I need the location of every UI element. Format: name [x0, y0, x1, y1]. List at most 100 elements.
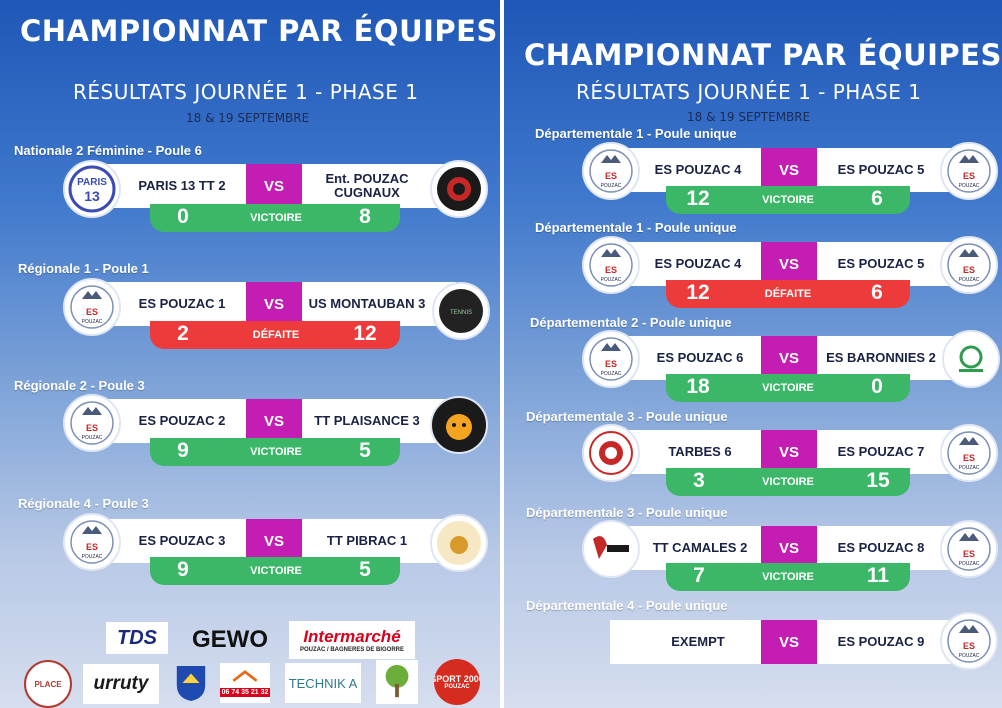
- score-bar: 12 VICTOIRE 6: [666, 186, 910, 214]
- league-label: Départementale 2 - Poule unique: [530, 315, 732, 330]
- svg-text:POUZAC: POUZAC: [959, 277, 980, 283]
- vs-badge: VS: [761, 242, 817, 286]
- pouzac-logo-icon: ES POUZAC: [940, 520, 998, 578]
- result-label: VICTOIRE: [762, 194, 814, 206]
- date-label: 18 & 19 SEPTEMBRE: [186, 111, 310, 125]
- league-label: Régionale 2 - Poule 3: [14, 378, 145, 393]
- home-score: 12: [686, 187, 710, 210]
- away-team: ES POUZAC 9: [837, 634, 925, 649]
- home-team: ES POUZAC 6: [656, 350, 744, 365]
- svg-text:POUZAC: POUZAC: [601, 277, 622, 283]
- sponsor-sport2000-logo: SPORT 2000 POUZAC: [434, 659, 480, 705]
- home-score: 12: [686, 281, 710, 304]
- score-bar: 3 VICTOIRE 15: [666, 468, 910, 496]
- away-team: TT PIBRAC 1: [326, 533, 408, 548]
- vs-badge: VS: [246, 519, 302, 563]
- svg-text:13: 13: [84, 188, 100, 204]
- plaisance-logo-icon: [430, 396, 488, 454]
- away-team: ES BARONNIES 2: [826, 350, 936, 365]
- svg-text:ES: ES: [86, 423, 98, 433]
- vs-badge: VS: [761, 620, 817, 664]
- pouzac-logo-icon: ES POUZAC: [582, 236, 640, 294]
- pouzac-logo-icon: ES POUZAC: [582, 330, 640, 388]
- svg-text:ES: ES: [86, 542, 98, 552]
- away-score: 8: [359, 205, 371, 228]
- svg-text:POUZAC: POUZAC: [82, 554, 103, 560]
- score-bar: 18 VICTOIRE 0: [666, 374, 910, 402]
- away-score: 15: [866, 469, 890, 492]
- sponsor-sublabel: POUZAC: [444, 684, 470, 690]
- away-team: ES POUZAC 5: [837, 256, 925, 271]
- vs-badge: VS: [246, 399, 302, 443]
- paris13-logo-icon: PARIS 13: [63, 160, 121, 218]
- away-team: US MONTAUBAN 3: [308, 296, 426, 311]
- pouzac-logo-icon: ES POUZAC: [63, 513, 121, 571]
- date-label: 18 & 19 SEPTEMBRE: [687, 110, 811, 124]
- result-label: DÉFAITE: [764, 288, 812, 300]
- home-team: PARIS 13 TT 2: [138, 178, 226, 193]
- result-label: VICTOIRE: [250, 212, 302, 224]
- pouzac-logo-icon: ES POUZAC: [582, 142, 640, 200]
- camales-logo-icon: [582, 520, 640, 578]
- sponsor-place-logo: PLACE: [24, 660, 72, 708]
- home-team: ES POUZAC 4: [654, 256, 742, 271]
- league-label: Départementale 3 - Poule unique: [526, 409, 728, 424]
- away-team: TT PLAISANCE 3: [314, 413, 420, 428]
- sponsor-blason-icon: [172, 663, 210, 703]
- page-title: CHAMPIONNAT PAR ÉQUIPES: [20, 14, 498, 48]
- home-score: 9: [177, 439, 189, 462]
- svg-text:ES: ES: [963, 171, 975, 181]
- score-bar: 12 DÉFAITE 6: [666, 280, 910, 308]
- home-score: 9: [177, 558, 189, 581]
- league-label: Départementale 1 - Poule unique: [535, 220, 737, 235]
- vs-badge: VS: [246, 164, 302, 208]
- svg-text:POUZAC: POUZAC: [959, 653, 980, 659]
- home-team: TARBES 6: [668, 444, 732, 459]
- home-score: 0: [177, 205, 189, 228]
- home-team: EXEMPT: [671, 634, 725, 649]
- svg-text:POUZAC: POUZAC: [959, 561, 980, 567]
- svg-text:ES: ES: [963, 265, 975, 275]
- sponsor-tds-logo: TDS: [106, 622, 168, 654]
- result-label: VICTOIRE: [250, 565, 302, 577]
- entente-logo-icon: [430, 160, 488, 218]
- pibrac-logo-icon: [430, 514, 488, 572]
- away-score: 12: [353, 322, 377, 345]
- sponsor-urruty-logo: urruty: [83, 664, 159, 704]
- away-score: 6: [871, 187, 883, 210]
- score-bar: 9 VICTOIRE 5: [150, 557, 400, 585]
- league-label: Régionale 1 - Poule 1: [18, 261, 149, 276]
- sponsor-label: urruty: [93, 673, 149, 694]
- svg-text:POUZAC: POUZAC: [82, 319, 103, 325]
- pouzac-logo-icon: ES POUZAC: [940, 142, 998, 200]
- vs-badge: VS: [761, 336, 817, 380]
- sponsor-label: TDS: [117, 626, 157, 649]
- pouzac-logo-icon: ES POUZAC: [63, 278, 121, 336]
- score-bar: 0 VICTOIRE 8: [150, 204, 400, 232]
- score-bar: 9 VICTOIRE 5: [150, 438, 400, 466]
- sponsor-label: 06 74 35 21 32: [220, 687, 270, 697]
- vs-badge: VS: [761, 430, 817, 474]
- svg-text:ES: ES: [963, 549, 975, 559]
- away-team: Ent. POUZAC CUGNAUX: [325, 171, 409, 200]
- sponsor-label: Intermarché: [303, 627, 401, 646]
- svg-text:ES: ES: [605, 265, 617, 275]
- svg-text:TENNIS: TENNIS: [450, 310, 472, 316]
- sponsor-charpente-logo: 06 74 35 21 32: [220, 663, 270, 703]
- away-score: 0: [871, 375, 883, 398]
- pouzac-logo-icon: ES POUZAC: [940, 424, 998, 482]
- sponsor-technika-logo: TECHNIK A: [285, 663, 361, 703]
- vs-badge: VS: [246, 282, 302, 326]
- league-label: Départementale 1 - Poule unique: [535, 126, 737, 141]
- home-score: 7: [693, 564, 705, 587]
- pouzac-logo-icon: ES POUZAC: [940, 236, 998, 294]
- tarbes-logo-icon: [582, 424, 640, 482]
- away-team: ES POUZAC 5: [837, 162, 925, 177]
- sponsor-sublabel: POUZAC / BAGNERES DE BIGORRE: [299, 647, 404, 653]
- sponsor-label: PLACE: [34, 679, 62, 689]
- away-team: ES POUZAC 7: [837, 444, 925, 459]
- svg-text:ES: ES: [605, 171, 617, 181]
- home-team: ES POUZAC 1: [138, 296, 226, 311]
- score-bar: 7 VICTOIRE 11: [666, 563, 910, 591]
